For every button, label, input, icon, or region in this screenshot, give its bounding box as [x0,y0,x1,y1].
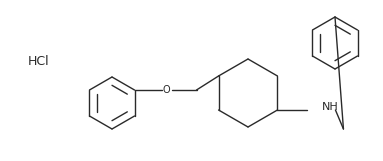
Text: NH: NH [321,102,338,112]
Text: HCl: HCl [28,55,50,67]
Text: O: O [163,85,170,95]
